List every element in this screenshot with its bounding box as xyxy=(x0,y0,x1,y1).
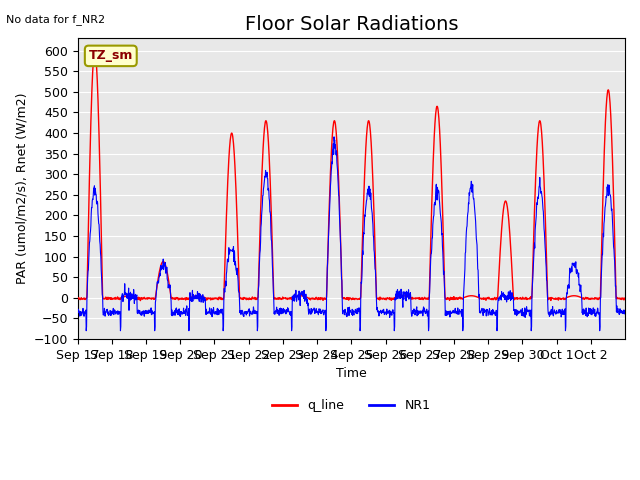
Y-axis label: PAR (umol/m2/s), Rnet (W/m2): PAR (umol/m2/s), Rnet (W/m2) xyxy=(15,93,28,284)
Text: TZ_sm: TZ_sm xyxy=(88,49,133,62)
Legend: q_line, NR1: q_line, NR1 xyxy=(268,394,435,417)
Text: No data for f_NR2: No data for f_NR2 xyxy=(6,14,106,25)
X-axis label: Time: Time xyxy=(336,367,367,380)
Title: Floor Solar Radiations: Floor Solar Radiations xyxy=(244,15,458,34)
